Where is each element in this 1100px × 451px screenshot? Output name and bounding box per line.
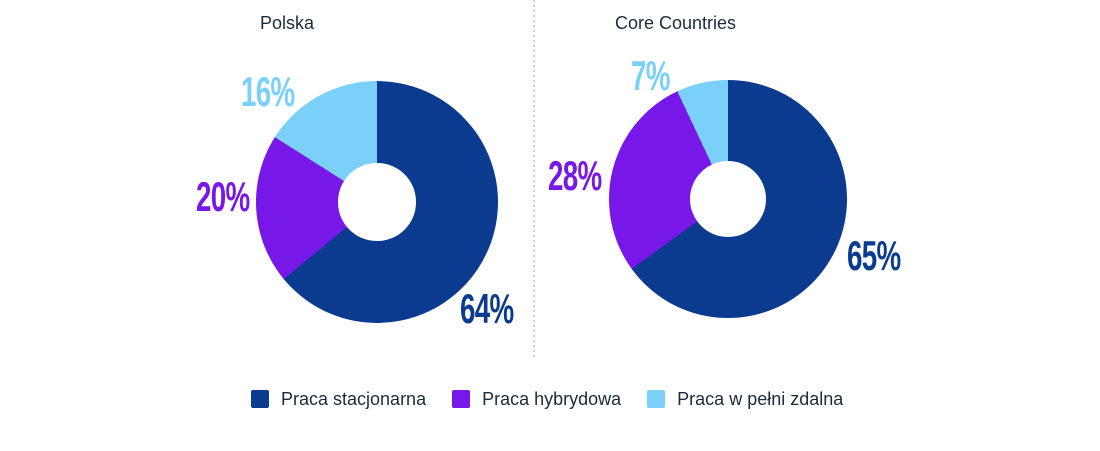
legend-swatch-stacjonarna	[251, 390, 269, 408]
pct-label-polska-hybrydowa: 20%	[196, 173, 250, 220]
pct-label-polska-zdalna: 16%	[241, 68, 295, 115]
donut-hole-core-countries	[689, 160, 767, 238]
donut-hole-polska	[338, 163, 416, 241]
legend-item-zdalna: Praca w pełni zdalna	[647, 389, 843, 409]
pct-label-core-zdalna: 7%	[631, 52, 670, 99]
pct-label-core-hybrydowa: 28%	[548, 152, 602, 199]
chart-divider	[533, 0, 535, 357]
legend-swatch-zdalna	[647, 390, 666, 408]
chart-title-core-countries: Core Countries	[615, 13, 737, 33]
legend-label-hybrydowa: Praca hybrydowa	[482, 389, 622, 409]
legend-item-stacjonarna: Praca stacjonarna	[251, 389, 426, 409]
legend-swatch-hybrydowa	[452, 390, 471, 408]
legend-label-zdalna: Praca w pełni zdalna	[677, 389, 844, 409]
chart-title-polska: Polska	[260, 13, 315, 33]
legend-label-stacjonarna: Praca stacjonarna	[281, 389, 427, 409]
donut-core-countries	[609, 80, 847, 318]
pct-label-polska-stacjonarna: 64%	[460, 285, 514, 332]
legend-item-hybrydowa: Praca hybrydowa	[452, 389, 621, 409]
legend: Praca stacjonarna Praca hybrydowa Praca …	[251, 389, 843, 409]
donut-polska	[256, 81, 498, 323]
pct-label-core-stacjonarna: 65%	[847, 232, 901, 279]
